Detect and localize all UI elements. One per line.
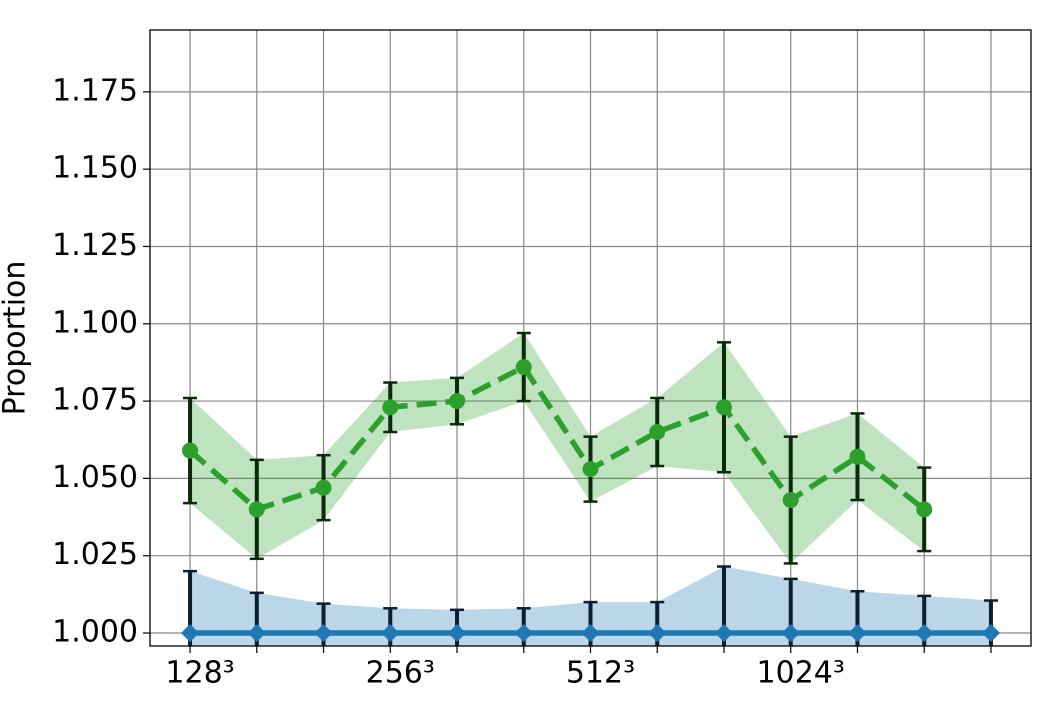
marker bbox=[582, 461, 599, 478]
marker bbox=[782, 492, 799, 509]
error-band bbox=[190, 333, 925, 564]
marker bbox=[182, 442, 199, 459]
marker bbox=[515, 359, 532, 376]
marker bbox=[247, 624, 266, 643]
marker bbox=[315, 479, 332, 496]
y-axis-label: Proportion bbox=[0, 261, 33, 416]
x-tick-label: 256³ bbox=[366, 656, 435, 691]
marker bbox=[314, 624, 333, 643]
series-line bbox=[188, 363, 926, 513]
marker bbox=[781, 624, 800, 643]
marker bbox=[916, 501, 933, 518]
marker bbox=[915, 624, 934, 643]
marker bbox=[981, 624, 1000, 643]
plot-frame bbox=[149, 29, 1032, 647]
marker bbox=[382, 399, 399, 416]
y-tick-label: 1.150 bbox=[52, 151, 138, 186]
y-tick-label: 1.025 bbox=[52, 537, 138, 572]
marker bbox=[581, 624, 600, 643]
y-tick-label: 1.000 bbox=[52, 615, 138, 650]
marker bbox=[514, 624, 533, 643]
marker bbox=[715, 399, 732, 416]
marker bbox=[848, 624, 867, 643]
marker bbox=[648, 624, 667, 643]
marker bbox=[248, 501, 265, 518]
marker bbox=[849, 448, 866, 465]
y-tick-label: 1.100 bbox=[52, 305, 138, 340]
x-tick-label: 128³ bbox=[165, 656, 234, 691]
marker bbox=[181, 624, 200, 643]
marker bbox=[449, 393, 466, 410]
x-tick-label: 1024³ bbox=[757, 656, 845, 691]
x-tick-label: 512³ bbox=[566, 656, 635, 691]
plot-area bbox=[181, 331, 1000, 646]
marker bbox=[381, 624, 400, 643]
y-tick-label: 1.050 bbox=[52, 460, 138, 495]
marker bbox=[448, 624, 467, 643]
marker bbox=[714, 624, 733, 643]
marker bbox=[649, 424, 666, 441]
y-tick-label: 1.125 bbox=[52, 228, 138, 263]
y-tick-label: 1.175 bbox=[52, 73, 138, 108]
y-tick-label: 1.075 bbox=[52, 383, 138, 418]
